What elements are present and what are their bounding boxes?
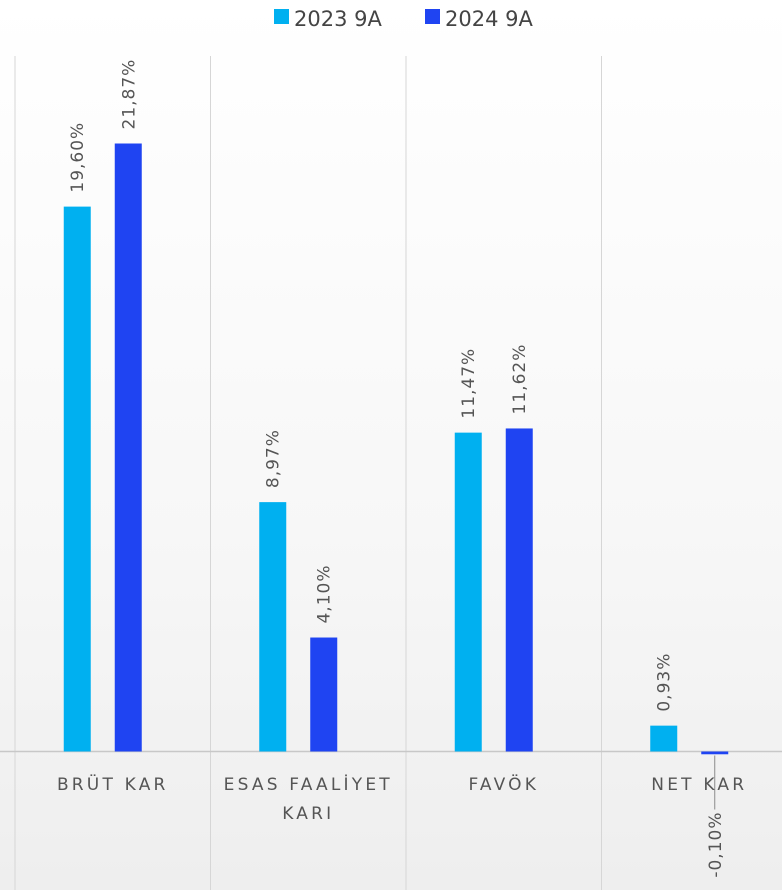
bar [114, 143, 142, 752]
data-label: 4,10% [315, 565, 335, 624]
legend-swatch [425, 9, 440, 24]
category-label: KARI [282, 804, 334, 824]
legend-swatch [274, 9, 289, 24]
bars: 19,60% 8,97% 11,47% 0,93% 21,87% 4,10% 11,62% -… [63, 59, 729, 878]
data-label: 0,93% [655, 653, 675, 712]
category-label: NET KAR [651, 775, 747, 795]
bar [505, 428, 533, 752]
category-label: ESAS FAALİYET [224, 774, 393, 795]
legend: 2023 9A 2024 9A [274, 7, 533, 31]
bar [310, 637, 338, 752]
bar [63, 206, 91, 752]
bar [454, 432, 482, 752]
data-label: 21,87% [119, 59, 139, 130]
legend-label: 2024 9A [445, 7, 533, 31]
data-label: 11,47% [459, 348, 479, 419]
data-label: 19,60% [68, 122, 88, 193]
bar [650, 725, 678, 752]
legend-label: 2023 9A [294, 7, 382, 31]
data-label: 8,97% [264, 429, 284, 488]
category-labels: BRÜT KAR ESAS FAALİYET KARI FAVÖK NET KAR [57, 773, 747, 824]
category-label: BRÜT KAR [57, 773, 169, 795]
bar [259, 502, 287, 752]
data-label: -0,10% [706, 812, 726, 878]
bar [701, 751, 729, 755]
category-label: FAVÖK [468, 773, 539, 795]
data-label: 11,62% [510, 344, 530, 415]
